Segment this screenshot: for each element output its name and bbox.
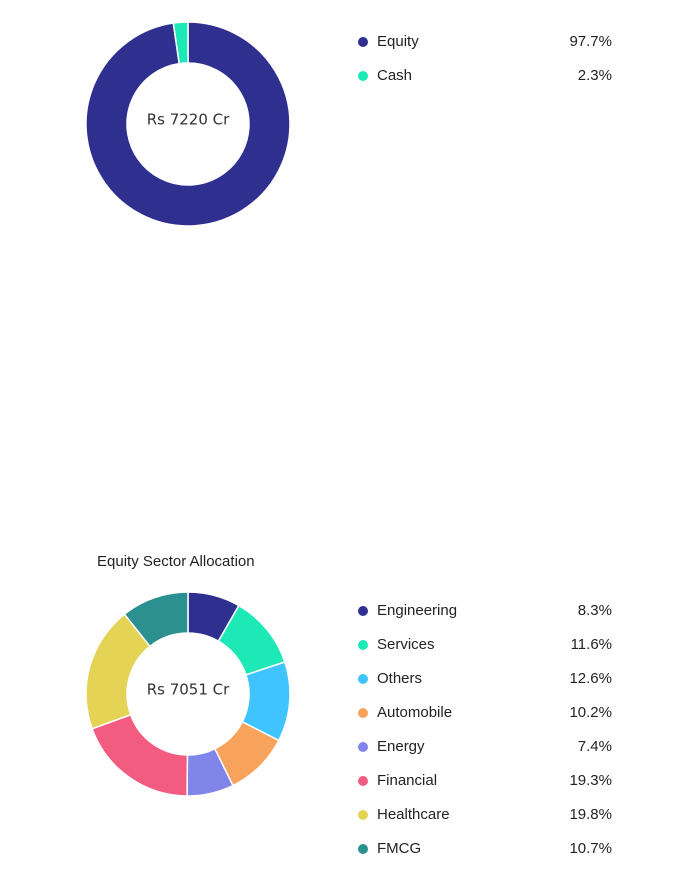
legend-label: Automobile bbox=[377, 704, 453, 721]
legend-dot-icon bbox=[358, 742, 368, 752]
asset-slice-cash[interactable] bbox=[172, 21, 189, 65]
asset-total-label: Rs 7220 Cr bbox=[147, 111, 230, 129]
asset-allocation-donut: Rs 7220 Cr bbox=[85, 21, 291, 227]
sector-legend-item-healthcare[interactable]: Healthcare 19.8% bbox=[358, 803, 614, 837]
sector-legend-item-services[interactable]: Services 11.6% bbox=[358, 633, 614, 667]
sector-allocation-title: Equity Sector Allocation bbox=[97, 553, 255, 570]
legend-value: 10.7% bbox=[569, 840, 612, 857]
sector-total-label: Rs 7051 Cr bbox=[147, 681, 230, 699]
legend-value: 10.2% bbox=[569, 704, 612, 721]
legend-dot-icon bbox=[358, 71, 368, 81]
sector-allocation-chart: Equity Sector Allocation Rs 7051 Cr Engi… bbox=[0, 270, 682, 857]
sector-allocation-legend: Engineering 8.3% Services 11.6% Others 12.6% A… bbox=[358, 599, 614, 871]
sector-legend-item-energy[interactable]: Energy 7.4% bbox=[358, 735, 614, 769]
sector-legend-item-others[interactable]: Others 12.6% bbox=[358, 667, 614, 701]
legend-dot-icon bbox=[358, 674, 368, 684]
legend-value: 11.6% bbox=[570, 636, 612, 653]
sector-legend-item-engineering[interactable]: Engineering 8.3% bbox=[358, 599, 614, 633]
legend-value: 8.3% bbox=[577, 602, 612, 619]
asset-allocation-chart: Rs 7220 Cr Equity 97.7% Cash 2.3% bbox=[0, 0, 682, 250]
legend-value: 12.6% bbox=[569, 670, 612, 687]
legend-label: Services bbox=[377, 636, 435, 653]
legend-label: Healthcare bbox=[377, 806, 450, 823]
asset-slice-equity[interactable] bbox=[85, 21, 291, 227]
asset-allocation-legend: Equity 97.7% Cash 2.3% bbox=[358, 30, 614, 98]
legend-dot-icon bbox=[358, 606, 368, 616]
legend-label: Equity bbox=[377, 33, 419, 50]
sector-legend-item-financial[interactable]: Financial 19.3% bbox=[358, 769, 614, 803]
legend-label: Financial bbox=[377, 772, 438, 789]
legend-label: FMCG bbox=[377, 840, 422, 857]
legend-value: 19.3% bbox=[569, 772, 612, 789]
sector-slice-financial[interactable] bbox=[91, 713, 189, 797]
legend-label: Energy bbox=[377, 738, 425, 755]
asset-legend-item-cash[interactable]: Cash 2.3% bbox=[358, 64, 614, 98]
legend-dot-icon bbox=[358, 776, 368, 786]
legend-dot-icon bbox=[358, 640, 368, 650]
legend-dot-icon bbox=[358, 810, 368, 820]
legend-value: 97.7% bbox=[569, 33, 612, 50]
legend-label: Others bbox=[377, 670, 423, 687]
legend-dot-icon bbox=[358, 37, 368, 47]
sector-allocation-donut: Rs 7051 Cr bbox=[85, 591, 291, 797]
legend-value: 7.4% bbox=[577, 738, 612, 755]
legend-value: 19.8% bbox=[569, 806, 612, 823]
asset-legend-item-equity[interactable]: Equity 97.7% bbox=[358, 30, 614, 64]
legend-value: 2.3% bbox=[577, 67, 612, 84]
legend-dot-icon bbox=[358, 844, 368, 854]
legend-dot-icon bbox=[358, 708, 368, 718]
sector-legend-item-fmcg[interactable]: FMCG 10.7% bbox=[358, 837, 614, 871]
sector-legend-item-automobile[interactable]: Automobile 10.2% bbox=[358, 701, 614, 735]
legend-label: Cash bbox=[377, 67, 413, 84]
legend-label: Engineering bbox=[377, 602, 458, 619]
